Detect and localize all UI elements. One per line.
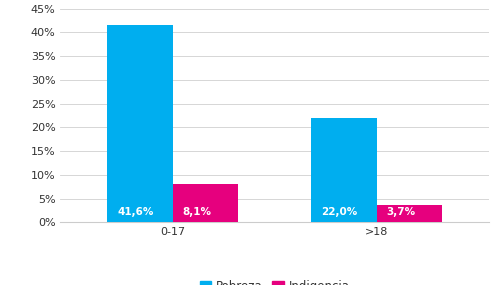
Text: 22,0%: 22,0% bbox=[321, 207, 357, 217]
Bar bbox=[311, 118, 376, 222]
Bar bbox=[107, 25, 173, 222]
Text: 3,7%: 3,7% bbox=[387, 207, 416, 217]
Text: 41,6%: 41,6% bbox=[117, 207, 154, 217]
Bar bbox=[376, 205, 442, 222]
Text: 8,1%: 8,1% bbox=[182, 207, 212, 217]
Legend: Pobreza, Indigencia: Pobreza, Indigencia bbox=[195, 275, 354, 285]
Bar bbox=[173, 184, 238, 222]
